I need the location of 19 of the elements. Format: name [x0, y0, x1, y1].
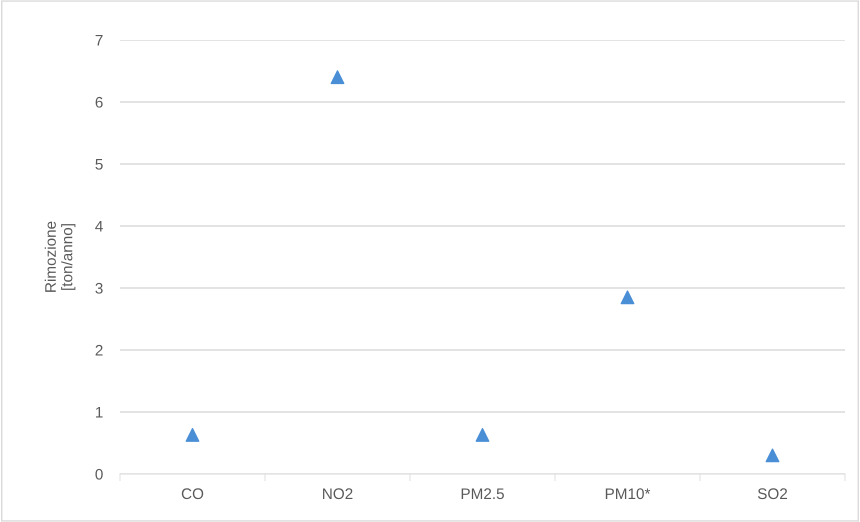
point [766, 448, 780, 462]
x-tick-label: PM2.5 [462, 488, 504, 500]
point [186, 428, 200, 442]
y-tick-label: 4 [95, 221, 103, 232]
y-tick-label: 1 [96, 407, 103, 418]
y-tick-label: 3 [95, 282, 103, 294]
y-tick-label: 6 [96, 96, 103, 108]
x-tick-label: PM10* [606, 488, 650, 500]
y-tick-label: 7 [96, 35, 103, 46]
point [330, 70, 344, 84]
y-tick-label: 0 [95, 468, 103, 480]
x-tick-label: CO [182, 488, 204, 500]
point [620, 290, 634, 304]
x-tick-label: NO2 [323, 488, 352, 500]
y-axis-title: Rimozione [ton/anno] [44, 222, 76, 292]
x-tick-label: SO2 [758, 488, 788, 500]
y-tick-label: 5 [95, 159, 103, 170]
y-tick-label: 2 [96, 344, 103, 356]
point [476, 428, 490, 442]
